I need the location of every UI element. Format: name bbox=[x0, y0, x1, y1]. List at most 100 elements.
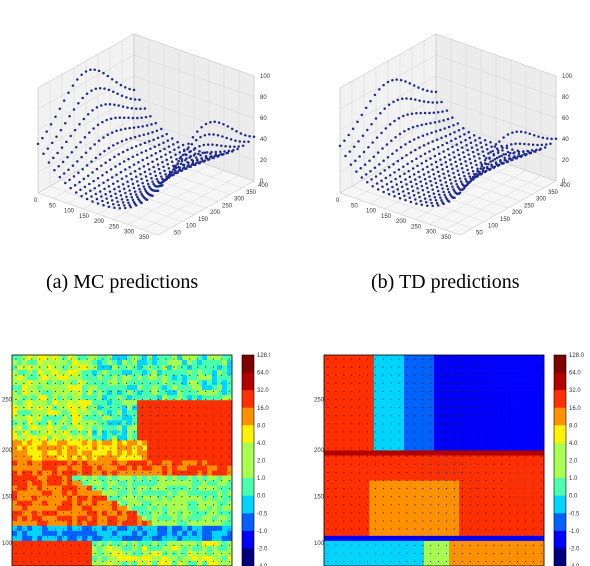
heat-cell bbox=[349, 415, 355, 421]
heat-cell bbox=[72, 445, 78, 451]
data-point bbox=[400, 97, 404, 101]
gridline bbox=[127, 170, 225, 225]
grid-marker bbox=[205, 496, 207, 498]
heat-cell bbox=[47, 445, 53, 451]
data-point bbox=[372, 155, 376, 158]
heat-cell bbox=[324, 380, 330, 386]
heat-cell bbox=[97, 425, 103, 431]
heat-cell bbox=[62, 555, 68, 562]
heat-cell bbox=[222, 480, 228, 486]
heat-cell bbox=[384, 480, 390, 486]
data-point bbox=[446, 188, 450, 191]
data-point bbox=[468, 136, 472, 139]
data-point bbox=[470, 166, 474, 169]
heat-cell bbox=[344, 540, 350, 547]
heat-cell bbox=[127, 440, 133, 446]
heat-cell bbox=[142, 550, 148, 557]
heat-cell bbox=[202, 455, 208, 461]
grid-marker bbox=[228, 552, 230, 554]
heat-cell bbox=[62, 385, 68, 391]
data-point bbox=[458, 158, 462, 161]
heat-cell bbox=[414, 560, 420, 566]
data-point bbox=[472, 172, 476, 176]
data-point bbox=[424, 122, 428, 126]
grid-marker bbox=[181, 504, 183, 506]
data-point bbox=[93, 186, 96, 190]
grid-marker bbox=[31, 552, 33, 554]
heat-cell bbox=[369, 395, 375, 401]
heat-cell bbox=[142, 395, 148, 401]
heat-cell bbox=[12, 485, 18, 491]
heat-cell bbox=[439, 370, 445, 376]
data-point bbox=[463, 186, 466, 190]
data-point bbox=[421, 189, 425, 192]
data-point bbox=[78, 180, 81, 184]
heat-cell bbox=[399, 445, 405, 451]
heat-cell bbox=[192, 455, 198, 461]
heat-cell bbox=[359, 445, 365, 451]
data-point bbox=[95, 106, 99, 109]
heat-cell bbox=[227, 495, 233, 501]
heat-cell bbox=[12, 460, 18, 466]
grid-marker bbox=[23, 496, 25, 498]
heat-cell bbox=[414, 530, 420, 537]
heat-cell bbox=[424, 430, 430, 436]
heat-cell bbox=[414, 515, 420, 522]
heat-cell bbox=[127, 355, 133, 361]
heat-cell bbox=[82, 475, 88, 481]
heat-cell bbox=[142, 445, 148, 451]
heat-cell bbox=[409, 485, 415, 491]
heat-cell bbox=[72, 550, 78, 557]
data-point bbox=[500, 154, 503, 158]
heat-cell bbox=[384, 485, 390, 491]
heat-cell bbox=[37, 465, 43, 471]
heat-cell bbox=[449, 460, 455, 466]
grid-marker bbox=[126, 528, 128, 530]
data-point bbox=[68, 114, 71, 118]
data-point bbox=[422, 173, 426, 176]
heat-cell bbox=[364, 450, 370, 456]
grid-marker bbox=[86, 415, 88, 417]
data-point bbox=[446, 170, 450, 173]
grid-marker bbox=[86, 504, 88, 506]
heat-cell bbox=[424, 425, 430, 431]
heat-cell bbox=[87, 455, 93, 461]
heat-cell bbox=[142, 490, 148, 496]
grid-marker bbox=[157, 479, 159, 482]
heat-cell bbox=[444, 480, 450, 486]
heat-cell bbox=[349, 535, 355, 542]
data-point bbox=[374, 175, 378, 178]
data-point bbox=[157, 167, 161, 171]
heat-cell bbox=[117, 370, 123, 376]
heat-cell bbox=[227, 375, 233, 381]
heat-cell bbox=[127, 435, 133, 441]
grid-marker bbox=[205, 512, 207, 514]
heat-cell bbox=[52, 360, 58, 366]
heat-cell bbox=[67, 410, 73, 416]
data-point bbox=[69, 134, 72, 138]
heat-cell bbox=[207, 435, 213, 441]
heat-cell bbox=[47, 560, 53, 566]
gridline bbox=[435, 96, 557, 140]
heat-cell bbox=[389, 465, 395, 471]
heat-cell bbox=[384, 445, 390, 451]
heat-cell bbox=[122, 420, 128, 426]
grid-marker bbox=[126, 374, 128, 376]
heat-cell bbox=[27, 385, 33, 391]
heat-cell bbox=[212, 460, 218, 466]
grid-marker bbox=[165, 479, 167, 482]
data-point bbox=[474, 139, 477, 142]
data-point bbox=[134, 144, 138, 148]
data-point bbox=[146, 182, 150, 186]
data-point bbox=[176, 140, 179, 144]
heat-cell bbox=[369, 495, 375, 501]
heat-cell bbox=[87, 370, 93, 376]
heat-cell bbox=[27, 555, 33, 562]
heat-cell bbox=[182, 555, 188, 562]
grid-marker bbox=[110, 496, 112, 498]
heat-cell bbox=[142, 545, 148, 552]
grid-marker bbox=[133, 520, 136, 522]
grid-marker bbox=[86, 358, 88, 360]
data-point bbox=[139, 107, 142, 111]
grid-marker bbox=[189, 358, 191, 360]
